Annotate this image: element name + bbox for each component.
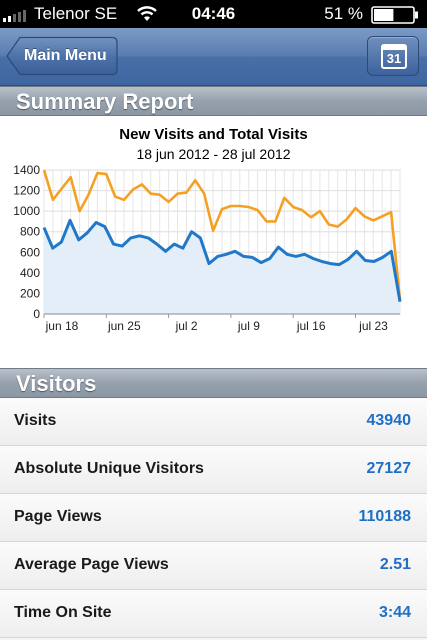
y-tick-label: 1200 — [13, 184, 40, 198]
x-tick-label: jul 9 — [237, 319, 260, 333]
stat-value: 2.51 — [379, 556, 411, 573]
y-tick-label: 200 — [20, 286, 40, 300]
stat-value: 27127 — [366, 460, 412, 477]
new-visits-line — [42, 218, 402, 302]
x-tick-label: jul 2 — [175, 319, 198, 333]
battery-percentage: 51 % — [324, 4, 363, 23]
back-button-shape — [6, 36, 118, 76]
stat-label: Average Page Views — [14, 556, 169, 573]
stat-label: Absolute Unique Visitors — [14, 460, 204, 477]
navigation-bar: Main Menu 31 — [0, 28, 427, 86]
clock-time: 04:46 — [191, 4, 236, 23]
total-visits-line — [42, 169, 402, 300]
y-tick-label: 600 — [20, 245, 40, 259]
x-tick-label: jul 16 — [296, 319, 326, 333]
calendar-icon: 31 — [381, 44, 407, 69]
stat-value: 3:44 — [378, 604, 411, 621]
visitors-header: Visitors — [0, 368, 427, 398]
y-tick-label: 1000 — [13, 204, 40, 218]
main-menu-back-button[interactable]: Main Menu — [6, 36, 118, 76]
stat-row[interactable]: Page Views 110188 — [0, 494, 427, 542]
stat-value: 110188 — [358, 508, 411, 525]
calendar-day-number: 31 — [386, 51, 402, 66]
visits-line-chart: 0 200 400 600 800 1000 1200 1400 jun 18 jun 25 jul… — [13, 163, 402, 333]
chart-title: New Visits and Total Visits — [119, 126, 308, 143]
date-range-button[interactable]: 31 — [367, 36, 419, 76]
stat-row[interactable]: Average Page Views 2.51 — [0, 542, 427, 590]
wifi-icon — [137, 6, 157, 21]
y-tick-label: 800 — [20, 225, 40, 239]
x-tick-label: jun 25 — [107, 319, 141, 333]
signal-strength-icon — [3, 8, 26, 22]
summary-report-header: Summary Report — [0, 86, 427, 116]
new-visits-area — [44, 220, 400, 314]
stat-value: 43940 — [366, 412, 412, 429]
status-bar: Telenor SE 04:46 51 % — [0, 0, 427, 28]
back-button-label: Main Menu — [24, 47, 107, 64]
y-tick-label: 1400 — [13, 163, 40, 177]
y-tick-label: 400 — [20, 266, 40, 280]
battery-icon — [371, 6, 418, 24]
stat-row[interactable]: Time On Site 3:44 — [0, 590, 427, 638]
stat-label: Page Views — [14, 508, 102, 525]
chart-panel: New Visits and Total Visits 18 jun 2012 … — [0, 116, 427, 368]
carrier-name: Telenor SE — [34, 4, 118, 23]
stat-row[interactable]: Visits 43940 — [0, 398, 427, 446]
x-tick-label: jul 23 — [358, 319, 388, 333]
x-tick-label: jun 18 — [45, 319, 79, 333]
visitors-stats-list: Visits 43940 Absolute Unique Visitors 27127… — [0, 398, 427, 638]
stat-label: Visits — [14, 412, 57, 429]
y-tick-label: 0 — [33, 307, 40, 321]
stat-label: Time On Site — [14, 604, 112, 621]
stat-row[interactable]: Absolute Unique Visitors 27127 — [0, 446, 427, 494]
chart-subtitle: 18 jun 2012 - 28 jul 2012 — [136, 146, 291, 162]
